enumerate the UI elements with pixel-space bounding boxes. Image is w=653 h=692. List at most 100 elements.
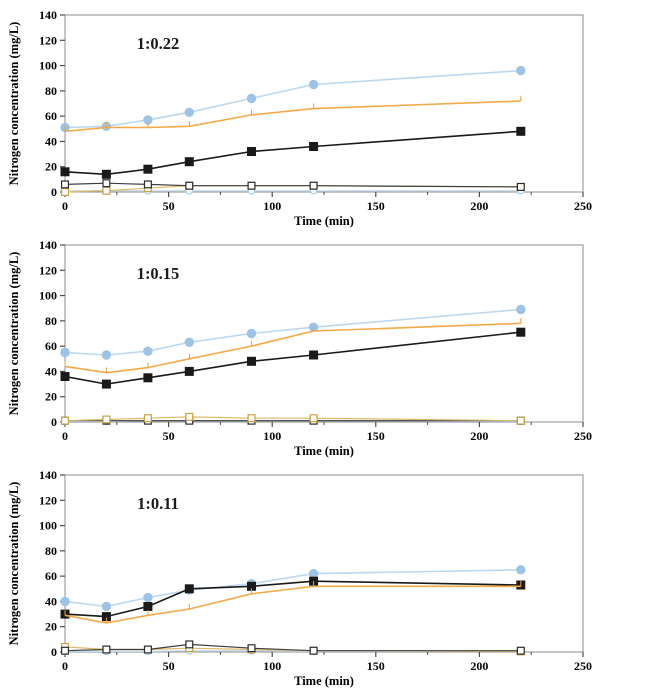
y-tick-label: 120 [39, 33, 57, 47]
series-filled-triangle-orange [64, 581, 522, 624]
y-axis-title: Nitrogen concentration (mg/L) [7, 22, 21, 186]
marker-filled-circle-blue [246, 328, 257, 339]
y-tick-label: 140 [39, 238, 57, 252]
x-tick-label: 0 [62, 659, 68, 673]
marker-filled-square-black [101, 379, 111, 389]
marker-open-square-black [102, 179, 111, 188]
panel-ratio-label: 1:0.11 [137, 494, 179, 513]
marker-filled-square-black [516, 327, 526, 337]
marker-open-square-gold [185, 412, 194, 421]
marker-open-square-gold [60, 416, 69, 425]
marker-open-square-black [516, 646, 525, 655]
marker-filled-square-black [184, 157, 194, 167]
marker-filled-square-black [309, 350, 319, 360]
x-tick-label: 200 [470, 659, 488, 673]
x-tick-label: 50 [163, 429, 175, 443]
marker-filled-circle-blue [184, 337, 195, 348]
y-tick-label: 60 [45, 569, 57, 583]
marker-open-square-black [185, 640, 194, 649]
x-tick-label: 200 [470, 429, 488, 443]
line-filled-triangle-orange [64, 100, 521, 133]
marker-filled-square-black [143, 602, 153, 611]
marker-open-square-black [247, 644, 256, 653]
x-tick-label: 200 [470, 199, 488, 213]
panel-ratio-label: 1:0.22 [137, 34, 180, 53]
marker-open-square-black [143, 180, 152, 189]
marker-filled-circle-blue [143, 592, 153, 603]
line-filled-triangle-orange [64, 585, 521, 624]
marker-filled-square-black [143, 164, 153, 174]
series-open-square-black [60, 179, 525, 191]
marker-filled-circle-blue [246, 93, 257, 104]
line-filled-triangle-orange [64, 322, 521, 374]
x-axis-title: Time (min) [294, 444, 354, 458]
marker-filled-circle-blue [101, 350, 112, 360]
marker-filled-circle-blue [60, 596, 70, 607]
x-tick-label: 150 [367, 199, 385, 213]
marker-open-square-gold [102, 415, 111, 424]
marker-open-square-black [143, 645, 152, 654]
marker-filled-square-black [247, 356, 256, 366]
series-open-square-gold [60, 412, 525, 425]
marker-filled-square-black [101, 169, 111, 179]
y-tick-label: 120 [39, 263, 57, 277]
y-tick-label: 80 [45, 314, 57, 328]
series-open-square-black [60, 640, 525, 655]
marker-filled-circle-blue [516, 65, 526, 76]
y-tick-label: 140 [39, 8, 57, 22]
marker-filled-circle-blue [516, 304, 526, 315]
y-tick-label: 100 [39, 59, 57, 73]
marker-filled-square-black [184, 366, 194, 376]
x-tick-label: 50 [163, 199, 175, 213]
x-tick-label: 250 [574, 659, 592, 673]
series-open-circle-blue [61, 186, 525, 195]
series-filled-triangle-orange [64, 318, 522, 374]
y-tick-label: 20 [45, 390, 57, 404]
marker-filled-circle-blue [143, 346, 153, 356]
marker-open-square-black [309, 181, 318, 190]
x-tick-label: 250 [574, 199, 592, 213]
series-filled-square-black [60, 576, 526, 622]
y-tick-label: 100 [39, 289, 57, 303]
x-tick-label: 250 [574, 429, 592, 443]
x-axis-title: Time (min) [294, 214, 354, 228]
x-tick-label: 150 [367, 659, 385, 673]
marker-open-square-gold [309, 414, 318, 423]
y-tick-label: 80 [45, 84, 57, 98]
y-axis-title: Nitrogen concentration (mg/L) [7, 482, 21, 646]
marker-filled-square-black [516, 126, 526, 136]
y-axis-title: Nitrogen concentration (mg/L) [7, 252, 21, 416]
y-tick-label: 0 [51, 185, 57, 199]
marker-filled-square-black [184, 584, 194, 594]
x-tick-label: 100 [263, 429, 281, 443]
marker-open-square-black [516, 182, 525, 191]
marker-open-square-black [60, 646, 69, 655]
marker-open-square-gold [143, 414, 152, 423]
x-tick-label: 0 [62, 199, 68, 213]
marker-filled-circle-blue [101, 601, 112, 612]
marker-filled-square-black [247, 147, 256, 156]
line-filled-circle-blue [64, 69, 521, 129]
series-filled-circle-blue [60, 65, 526, 133]
marker-open-square-black [185, 181, 194, 190]
x-axis-title: Time (min) [294, 674, 354, 688]
chart-panel-ratio-1-0-15: 0 20 40 60 80 100 120 140 0 50 100 150 200 250 1:0.15 T… [7, 238, 592, 458]
marker-open-square-black [247, 181, 256, 190]
y-tick-label: 60 [45, 109, 57, 123]
y-tick-label: 100 [39, 519, 57, 533]
panel-ratio-label: 1:0.15 [137, 264, 180, 283]
y-tick-label: 20 [45, 620, 57, 634]
chart-panel-ratio-1-0-22: 0 20 40 60 80 100 120 140 0 50 100 150 200 250 1:0.22 T… [7, 8, 592, 228]
y-tick-label: 140 [39, 468, 57, 482]
marker-open-square-black [60, 180, 69, 189]
y-tick-label: 40 [45, 134, 57, 148]
marker-filled-square-black [60, 372, 70, 381]
y-tick-label: 0 [51, 645, 57, 659]
x-tick-label: 0 [62, 429, 68, 443]
y-tick-label: 20 [45, 160, 57, 174]
marker-open-square-gold [102, 186, 111, 195]
marker-filled-square-black [309, 142, 319, 151]
marker-open-square-gold [247, 414, 256, 423]
series-filled-triangle-orange [64, 95, 522, 133]
